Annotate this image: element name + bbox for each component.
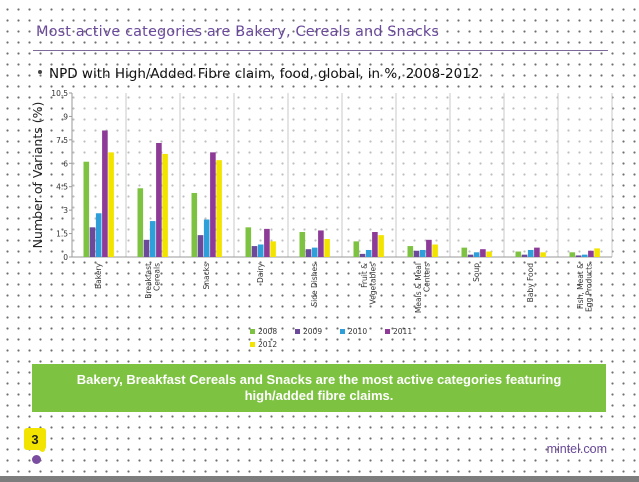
bar-2010 bbox=[365, 249, 372, 257]
callout-text: Bakery, Breakfast Cereals and Snacks are… bbox=[76, 372, 562, 403]
x-tick-label: Dairy bbox=[256, 262, 265, 283]
legend-swatch-2009 bbox=[295, 329, 300, 334]
y-axis-label: Number of Variants (%) bbox=[30, 102, 45, 249]
y-tick-label: 1.5 bbox=[56, 230, 68, 239]
footer-bar bbox=[0, 476, 639, 482]
bar-2009 bbox=[575, 255, 582, 257]
bar-2011 bbox=[480, 249, 486, 257]
y-tick-label: 4.5 bbox=[56, 183, 68, 192]
x-tick-label: Fish, Meat & bbox=[576, 263, 585, 309]
bar-2011 bbox=[426, 239, 432, 257]
bar-2009 bbox=[467, 254, 474, 257]
bar-2010 bbox=[581, 254, 588, 257]
bar-2008 bbox=[353, 241, 360, 257]
bar-2008 bbox=[299, 232, 306, 257]
legend-swatch-2010 bbox=[340, 329, 345, 334]
y-tick-label: 7.5 bbox=[56, 136, 68, 145]
legend-label-2008: 2008 bbox=[258, 327, 277, 336]
bar-2011 bbox=[318, 230, 324, 257]
bar-2009 bbox=[521, 254, 528, 257]
y-tick-label: 3 bbox=[63, 206, 68, 215]
bar-2008 bbox=[83, 161, 90, 257]
legend-swatch-2008 bbox=[250, 329, 255, 334]
bar-2012 bbox=[378, 235, 384, 257]
bar-2008 bbox=[245, 227, 252, 257]
legend-label-2009: 2009 bbox=[303, 327, 322, 336]
bar-2012 bbox=[108, 152, 114, 257]
y-tick-label: 6 bbox=[63, 159, 68, 168]
bar-2011 bbox=[534, 247, 540, 257]
bar-2009 bbox=[197, 235, 204, 257]
bar-2010 bbox=[95, 213, 102, 257]
bar-2012 bbox=[324, 239, 330, 257]
x-tick-label: Bakery bbox=[94, 262, 103, 289]
bar-2011 bbox=[102, 130, 108, 257]
bar-2009 bbox=[143, 239, 150, 257]
title-divider bbox=[33, 50, 608, 51]
bar-2012 bbox=[432, 244, 438, 257]
bar-2012 bbox=[162, 153, 168, 257]
page-number-badge: 3 bbox=[24, 428, 46, 450]
bar-2011 bbox=[588, 250, 594, 257]
y-tick-label: 9 bbox=[63, 112, 68, 121]
page-number: 3 bbox=[31, 431, 39, 447]
chart-subtitle-text: NPD with High/Added Fibre claim, food, g… bbox=[49, 66, 480, 82]
x-tick-label: Snacks bbox=[202, 263, 211, 290]
bar-2009 bbox=[89, 227, 96, 257]
bar-2010 bbox=[257, 244, 264, 257]
bar-2010 bbox=[311, 247, 318, 257]
bar-2011 bbox=[210, 152, 216, 257]
x-tick-label: Side Dishes bbox=[310, 263, 319, 307]
bar-2008 bbox=[191, 192, 198, 257]
x-tick-label: Egg Products bbox=[584, 263, 593, 312]
bar-2011 bbox=[156, 142, 162, 257]
bar-2011 bbox=[264, 228, 270, 257]
legend-label-2011: 2011 bbox=[393, 327, 412, 336]
bar-2009 bbox=[305, 249, 312, 257]
legend-label-2012: 2012 bbox=[258, 340, 277, 349]
x-tick-label: Breakfast bbox=[144, 263, 153, 299]
bar-2011 bbox=[372, 232, 378, 257]
x-tick-label: Cereals bbox=[152, 263, 161, 291]
legend-swatch-2012 bbox=[250, 342, 255, 347]
legend-label-2010: 2010 bbox=[348, 327, 367, 336]
callout-box: Bakery, Breakfast Cereals and Snacks are… bbox=[32, 364, 606, 412]
bar-2008 bbox=[569, 252, 576, 257]
bar-2008 bbox=[515, 251, 522, 257]
x-tick-label: Fruit & bbox=[360, 263, 369, 288]
y-tick-label: 10.5 bbox=[51, 89, 68, 98]
bar-2012 bbox=[594, 248, 600, 257]
decorative-dot-icon bbox=[32, 455, 41, 464]
chart-subtitle: NPD with High/Added Fibre claim, food, g… bbox=[38, 66, 479, 82]
bar-2009 bbox=[413, 250, 420, 257]
bar-2010 bbox=[527, 249, 534, 257]
bar-2010 bbox=[419, 249, 426, 257]
y-tick-label: 0 bbox=[63, 253, 68, 262]
x-tick-label: Baby Food bbox=[526, 263, 535, 303]
x-tick-label: Meals & Meal bbox=[414, 263, 423, 313]
legend-swatch-2011 bbox=[385, 329, 390, 334]
bar-2009 bbox=[359, 253, 366, 257]
bar-2012 bbox=[486, 251, 492, 257]
bar-2008 bbox=[407, 246, 414, 257]
bar-2010 bbox=[203, 219, 210, 257]
bar-2012 bbox=[216, 160, 222, 257]
bar-2012 bbox=[540, 252, 546, 257]
brand-link[interactable]: mintel.com bbox=[546, 442, 607, 456]
bar-2009 bbox=[251, 246, 258, 257]
decorative-dot-icon bbox=[40, 447, 45, 452]
bar-2008 bbox=[137, 188, 144, 257]
x-tick-label: Centers bbox=[422, 263, 431, 292]
bullet-icon bbox=[38, 70, 42, 74]
bar-2010 bbox=[473, 252, 480, 257]
bar-2012 bbox=[270, 241, 276, 257]
bar-2008 bbox=[461, 247, 468, 257]
x-tick-label: Vegetables bbox=[368, 263, 377, 305]
bar-2010 bbox=[149, 221, 156, 257]
x-tick-label: Soup bbox=[472, 263, 481, 282]
slide-title: Most active categories are Bakery, Cerea… bbox=[36, 24, 440, 40]
